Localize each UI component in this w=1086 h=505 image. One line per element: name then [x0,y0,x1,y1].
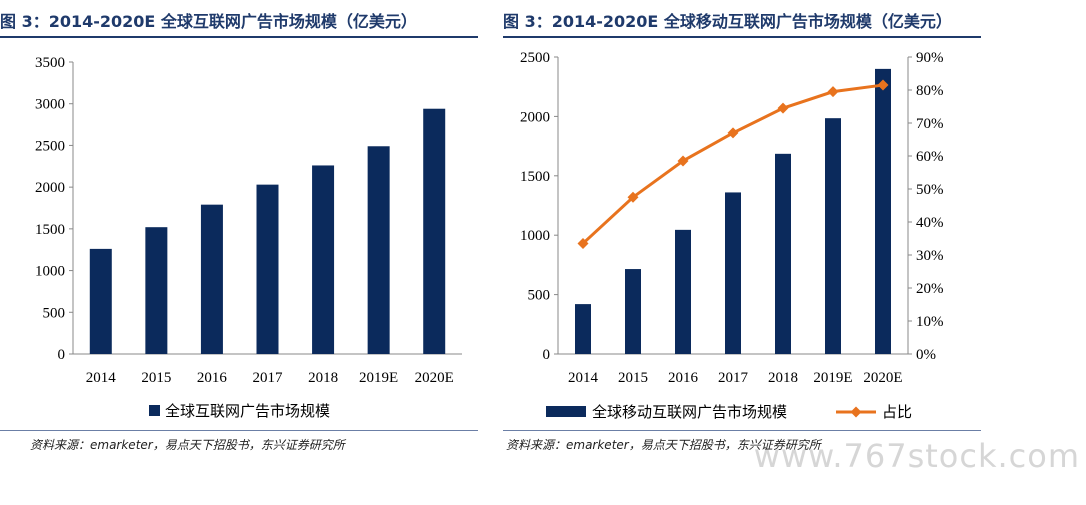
legend-bar-swatch [546,406,586,417]
bar-2019E [825,118,841,354]
x-tick-label: 2017 [253,370,284,386]
x-tick-label: 2014 [568,370,599,386]
y2-tick-label: 50% [916,182,944,198]
left-source-rule [0,430,478,431]
bar-2018 [775,153,791,354]
x-tick-label: 2020E [415,370,454,386]
x-tick-label: 2016 [668,370,699,386]
share-point-2014 [577,237,589,249]
right-source-rule [503,430,981,431]
y-tick-label: 2500 [35,138,65,154]
y-tick-label: 3000 [35,97,65,113]
y2-tick-label: 20% [916,281,944,297]
share-point-2018 [777,102,789,114]
y-tick-label: 0 [58,347,66,363]
x-tick-label: 2019E [813,370,852,386]
y-tick-label: 3500 [35,55,65,71]
y2-tick-label: 90% [916,50,944,66]
x-tick-label: 2017 [718,370,749,386]
left-chart-panel: 图 3：2014-2020E 全球互联网广告市场规模（亿美元） 0 500 1000… [0,0,478,505]
y-tick-label: 1000 [35,264,65,280]
right-chart-panel: 图 3：2014-2020E 全球移动互联网广告市场规模（亿美元） 0 500 10… [503,0,981,505]
x-tick-label: 2019E [359,370,398,386]
x-tick-label: 2015 [618,370,648,386]
left-chart-source: 资料来源：emarketer，易点天下招股书，东兴证券研究所 [30,438,345,452]
y-tick-label: 500 [43,305,66,321]
x-tick-label: 2014 [86,370,117,386]
bar-2015 [625,269,641,354]
x-tick-label: 2020E [863,370,902,386]
right-chart: 0 500 1000 1500 2000 2500 0% 10% 20% 30% 40% 50% 60%… [520,50,944,421]
left-chart: 0 500 1000 1500 2000 2500 3000 3500 2014 2015 2016… [35,55,462,420]
y-tick-label: 1500 [35,222,65,238]
share-point-2019E [827,86,839,98]
legend-label: 全球互联网广告市场规模 [165,402,330,420]
y-tick-label: 500 [528,288,551,304]
y2-tick-label: 30% [916,248,944,264]
y-tick-label: 2000 [35,180,65,196]
bar-2017 [725,192,741,354]
right-chart-source: 资料来源：emarketer，易点天下招股书，东兴证券研究所 [506,438,821,452]
bar-2014 [575,304,591,354]
y-tick-label: 0 [543,347,551,363]
share-point-2015 [627,191,639,203]
y2-tick-label: 70% [916,116,944,132]
x-tick-label: 2018 [768,370,798,386]
legend-swatch [149,405,160,416]
bar-2020E [875,68,891,354]
y2-tick-label: 80% [916,83,944,99]
x-tick-label: 2018 [308,370,338,386]
x-tick-label: 2016 [197,370,228,386]
y2-tick-label: 60% [916,149,944,165]
left-chart-title: 图 3：2014-2020E 全球互联网广告市场规模（亿美元） [0,12,417,31]
legend-line-marker [850,406,862,418]
bar-2014 [89,248,112,354]
y-tick-label: 2000 [520,109,550,125]
left-title-rule [0,36,478,38]
share-point-2016 [677,155,689,167]
right-chart-title: 图 3：2014-2020E 全球移动互联网广告市场规模（亿美元） [503,12,952,31]
share-point-2020E [877,79,889,91]
legend-bar-label: 全球移动互联网广告市场规模 [592,403,787,421]
bar-2016 [200,204,223,354]
y-tick-label: 1500 [520,169,550,185]
y2-tick-label: 0% [916,347,936,363]
legend-line-label: 占比 [882,403,912,421]
bar-2018 [312,165,335,354]
watermark: www.767stock.com [753,437,1080,475]
bar-2015 [145,227,168,354]
bar-2017 [256,184,279,354]
bar-2016 [675,229,691,354]
right-title-rule [503,36,981,38]
bar-2020E [423,108,446,354]
y2-tick-label: 40% [916,215,944,231]
bar-2019E [367,146,390,354]
y-tick-label: 2500 [520,50,550,66]
y2-tick-label: 10% [916,314,944,330]
y-tick-label: 1000 [520,228,550,244]
x-tick-label: 2015 [141,370,171,386]
